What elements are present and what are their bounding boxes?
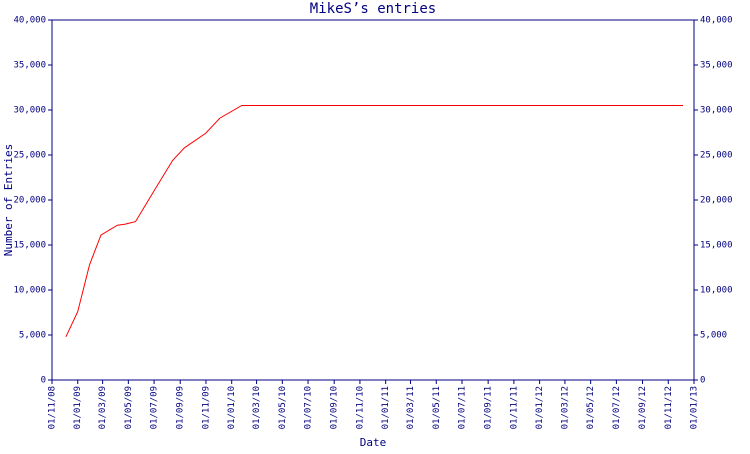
y-tick-label: 5,000 — [19, 331, 46, 341]
x-tick-label: 01/07/09 — [150, 386, 160, 429]
y-tick-label: 0 — [41, 376, 46, 386]
x-tick-label: 01/09/11 — [484, 386, 494, 429]
x-tick-label: 01/03/12 — [560, 386, 570, 429]
y-tick-label: 20,000 — [13, 196, 46, 206]
x-tick-label: 01/03/09 — [98, 386, 108, 429]
chart-title: MikeS’s entries — [310, 1, 436, 17]
x-tick-label: 01/05/10 — [278, 386, 288, 429]
y-axis-title: Number of Entries — [2, 144, 15, 257]
y2-tick-label: 5,000 — [700, 331, 727, 341]
y2-tick-label: 40,000 — [700, 16, 733, 26]
x-tick-label: 01/07/12 — [612, 386, 622, 429]
y2-tick-label: 0 — [700, 376, 705, 386]
x-tick-label: 01/05/09 — [124, 386, 134, 429]
x-tick-label: 01/01/13 — [690, 386, 700, 429]
x-tick-label: 01/01/10 — [227, 386, 237, 429]
x-tick-label: 01/11/08 — [48, 386, 58, 429]
y-tick-label: 35,000 — [13, 61, 46, 71]
x-tick-label: 01/01/11 — [381, 386, 391, 429]
x-tick-label: 01/09/10 — [330, 386, 340, 429]
x-tick-label: 01/03/10 — [252, 386, 262, 429]
y2-tick-label: 30,000 — [700, 106, 733, 116]
x-tick-label: 01/05/11 — [432, 386, 442, 429]
x-axis-title: Date — [360, 436, 387, 449]
data-line — [65, 105, 684, 338]
x-tick-label: 01/01/12 — [535, 386, 545, 429]
x-tick-label: 01/09/12 — [638, 386, 648, 429]
x-tick-label: 01/07/10 — [304, 386, 314, 429]
y2-tick-label: 20,000 — [700, 196, 733, 206]
y2-tick-label: 15,000 — [700, 241, 733, 251]
x-tick-label: 01/11/12 — [664, 386, 674, 429]
y-tick-label: 40,000 — [13, 16, 46, 26]
x-tick-label: 01/11/11 — [509, 386, 519, 429]
y-tick-label: 15,000 — [13, 241, 46, 251]
x-tick-label: 01/03/11 — [406, 386, 416, 429]
x-tick-label: 01/05/12 — [586, 386, 596, 429]
x-tick-label: 01/01/09 — [73, 386, 83, 429]
y2-tick-label: 10,000 — [700, 286, 733, 296]
x-tick-label: 01/11/10 — [355, 386, 365, 429]
x-tick-label: 01/11/09 — [201, 386, 211, 429]
y2-tick-label: 25,000 — [700, 151, 733, 161]
y-tick-label: 25,000 — [13, 151, 46, 161]
x-tick-label: 01/07/11 — [458, 386, 468, 429]
y-tick-label: 10,000 — [13, 286, 46, 296]
y2-tick-label: 35,000 — [700, 61, 733, 71]
y-tick-label: 30,000 — [13, 106, 46, 116]
x-tick-label: 01/09/09 — [176, 386, 186, 429]
